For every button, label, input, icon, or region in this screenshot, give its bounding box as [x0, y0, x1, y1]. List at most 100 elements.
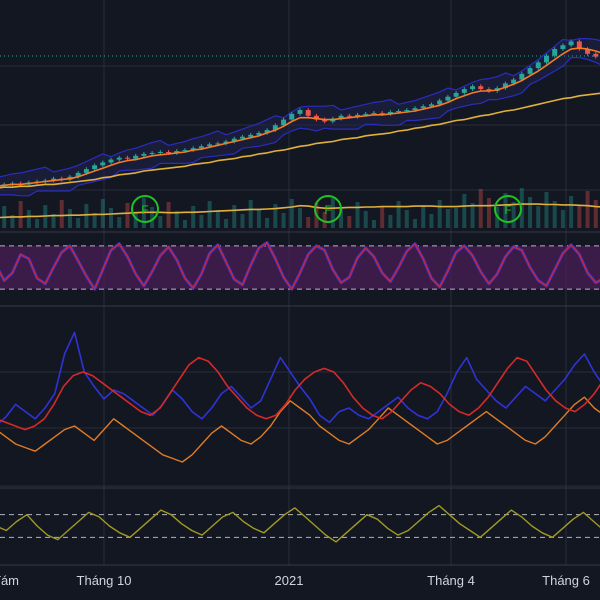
oscillator-pane[interactable]: [0, 504, 600, 543]
indicator-blue-line: [0, 331, 600, 424]
volume-bar: [322, 212, 327, 228]
volume-bar: [569, 196, 574, 228]
candle-body: [223, 141, 229, 144]
price-pane[interactable]: [0, 38, 600, 197]
pane-separators[interactable]: [0, 231, 600, 566]
indicator-orange-line: [0, 396, 600, 463]
volume-bar: [503, 193, 508, 228]
candle-body: [478, 86, 484, 90]
candle-body: [379, 112, 385, 114]
signal-marker-ring: [131, 195, 159, 223]
candle-body: [215, 143, 221, 145]
candle-body: [355, 114, 361, 117]
volume-bar: [215, 210, 220, 228]
candle-body: [543, 55, 549, 63]
volume-bar: [486, 198, 491, 228]
candle-body: [552, 49, 558, 56]
candle-body: [83, 169, 89, 173]
volume-bar: [174, 211, 179, 228]
volume-bar: [51, 214, 56, 228]
volume-bar: [371, 220, 376, 228]
rsi-line: [0, 241, 600, 290]
volume-bar: [289, 199, 294, 228]
volume-bar: [109, 208, 114, 228]
candle-body: [568, 41, 574, 46]
candle-body: [281, 119, 287, 126]
time-label-jun: Tháng 6: [542, 573, 590, 588]
volume-bar: [380, 206, 385, 228]
indicator-pane[interactable]: [0, 331, 600, 463]
volume-ma-line: [0, 203, 600, 219]
time-label-2021: 2021: [274, 573, 304, 588]
volume-bar: [347, 216, 352, 228]
candle-body: [585, 49, 591, 54]
candle-body: [289, 113, 295, 120]
candle-body: [92, 165, 98, 170]
rsi-pane[interactable]: [0, 241, 600, 291]
volume-bar: [552, 201, 557, 228]
candle-body: [371, 112, 377, 114]
candle-body: [535, 62, 541, 69]
volume-bar: [100, 199, 105, 228]
volume-bar: [191, 206, 196, 228]
candle-body: [166, 151, 172, 153]
volume-bar: [67, 209, 72, 228]
candle-body: [363, 113, 369, 115]
candle-body: [157, 151, 163, 153]
candle-body: [305, 110, 311, 116]
volume-bar: [413, 219, 418, 228]
candle-body: [346, 115, 352, 117]
candle-body: [272, 125, 278, 131]
volume-bar: [232, 205, 237, 228]
candle-body: [239, 136, 245, 139]
volume-bar: [76, 218, 81, 228]
candle-body: [51, 178, 57, 181]
candle-body: [576, 41, 582, 50]
volume-bar: [240, 214, 245, 228]
volume-bar: [478, 189, 483, 228]
candle-body: [133, 155, 139, 159]
volume-bar: [166, 202, 171, 228]
candle-body: [322, 119, 328, 122]
candle-body: [297, 110, 303, 114]
volume-bar: [281, 213, 286, 228]
volume-bar: [445, 209, 450, 228]
signal-marker-ring: [494, 195, 522, 223]
volume-bar: [363, 211, 368, 228]
candle-body: [420, 106, 426, 109]
candle-body: [256, 132, 262, 135]
candle-body: [231, 138, 237, 142]
volume-bar: [388, 215, 393, 228]
candle-body: [141, 153, 147, 156]
volume-bar: [150, 207, 155, 228]
candle-body: [100, 162, 106, 166]
candle-body: [190, 148, 196, 151]
volume-bar: [536, 206, 541, 228]
candle-body: [502, 83, 508, 89]
volume-bar: [133, 212, 138, 228]
volume-bar: [577, 205, 582, 228]
signal-marker-label: F: [504, 203, 511, 217]
volume-bar: [26, 210, 31, 228]
volume-bar: [248, 200, 253, 228]
volume-bar: [182, 220, 187, 228]
volume-bar: [528, 197, 533, 228]
candle-body: [396, 111, 402, 112]
candle-body: [461, 89, 467, 93]
time-label-oct: Tháng 10: [76, 573, 132, 588]
volume-bar: [84, 204, 89, 228]
candle-body: [511, 79, 517, 84]
candle-body: [108, 159, 114, 163]
candle-body: [124, 157, 130, 159]
volume-bar: [158, 216, 163, 228]
candle-body: [75, 172, 81, 177]
volume-bar: [437, 200, 442, 228]
candle-body: [248, 134, 254, 137]
signal-marker-label: F: [141, 203, 148, 217]
volume-bar: [35, 219, 40, 228]
volume-bar: [585, 191, 590, 228]
volume-bar: [593, 200, 598, 228]
time-label-apr: Tháng 4: [427, 573, 475, 588]
